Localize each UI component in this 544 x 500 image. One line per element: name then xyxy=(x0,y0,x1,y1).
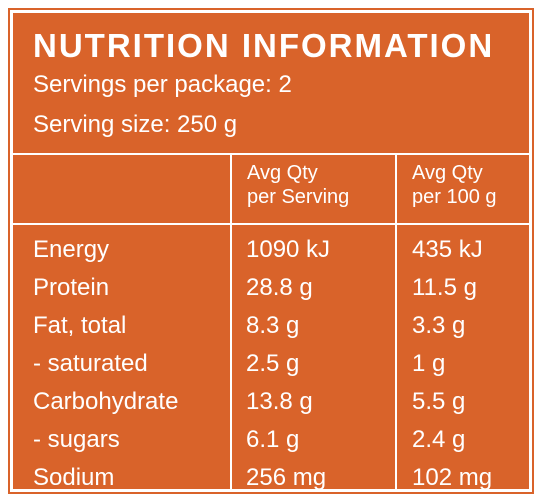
serving-size: Serving size: 250 g xyxy=(33,111,238,138)
nutrient-per-serving: 28.8 g xyxy=(246,274,313,301)
nutrient-per-100g: 2.4 g xyxy=(412,426,466,453)
nutrient-name: Carbohydrate xyxy=(33,388,179,415)
header-divider xyxy=(13,153,529,155)
nutrient-per-serving: 256 mg xyxy=(246,464,327,491)
nutrient-rows: Energy 1090 kJ 435 kJ Protein 28.8 g 11.… xyxy=(13,231,529,497)
nutrient-per-serving: 8.3 g xyxy=(246,312,300,339)
nutrient-row-fat-total: Fat, total 8.3 g 3.3 g xyxy=(13,307,529,345)
servings-per-package: Servings per package: 2 xyxy=(33,71,292,98)
nutrient-per-100g: 3.3 g xyxy=(412,312,466,339)
column-header-per-100g-line2: per 100 g xyxy=(412,186,497,208)
nutrient-per-100g: 102 mg xyxy=(412,464,493,491)
nutrient-per-serving: 2.5 g xyxy=(246,350,300,377)
nutrient-name: Energy xyxy=(33,236,110,263)
nutrient-row-saturated: - saturated 2.5 g 1 g xyxy=(13,345,529,383)
nutrient-name: - saturated xyxy=(33,350,148,377)
column-header-per-100g-line1: Avg Qty xyxy=(412,162,483,184)
nutrient-name: Sodium xyxy=(33,464,115,491)
nutrient-row-energy: Energy 1090 kJ 435 kJ xyxy=(13,231,529,269)
column-header-per-serving-line2: per Serving xyxy=(247,186,350,208)
panel-title: NUTRITION INFORMATION xyxy=(33,27,495,64)
nutrient-name: Protein xyxy=(33,274,110,301)
nutrient-per-serving: 6.1 g xyxy=(246,426,300,453)
nutrient-per-100g: 435 kJ xyxy=(412,236,483,263)
nutrient-per-serving: 1090 kJ xyxy=(246,236,331,263)
column-divider-2 xyxy=(395,153,397,489)
nutrient-row-sodium: Sodium 256 mg 102 mg xyxy=(13,459,529,497)
nutrient-per-100g: 1 g xyxy=(412,350,446,377)
column-header-per-serving-line1: Avg Qty xyxy=(247,162,318,184)
nutrition-panel: NUTRITION INFORMATION Servings per packa… xyxy=(8,8,534,494)
column-header-per-serving: Avg Qty per Serving xyxy=(247,161,349,209)
nutrient-per-100g: 5.5 g xyxy=(412,388,466,415)
column-header-per-100g: Avg Qty per 100 g xyxy=(412,161,497,209)
nutrient-row-sugars: - sugars 6.1 g 2.4 g xyxy=(13,421,529,459)
column-header-divider xyxy=(13,223,529,225)
nutrient-per-serving: 13.8 g xyxy=(246,388,313,415)
nutrient-row-protein: Protein 28.8 g 11.5 g xyxy=(13,269,529,307)
nutrient-row-carbohydrate: Carbohydrate 13.8 g 5.5 g xyxy=(13,383,529,421)
nutrient-name: - sugars xyxy=(33,426,120,453)
column-divider-1 xyxy=(230,153,232,489)
nutrient-per-100g: 11.5 g xyxy=(412,274,477,301)
panel-header: NUTRITION INFORMATION Servings per packa… xyxy=(13,13,529,153)
nutrient-name: Fat, total xyxy=(33,312,127,339)
